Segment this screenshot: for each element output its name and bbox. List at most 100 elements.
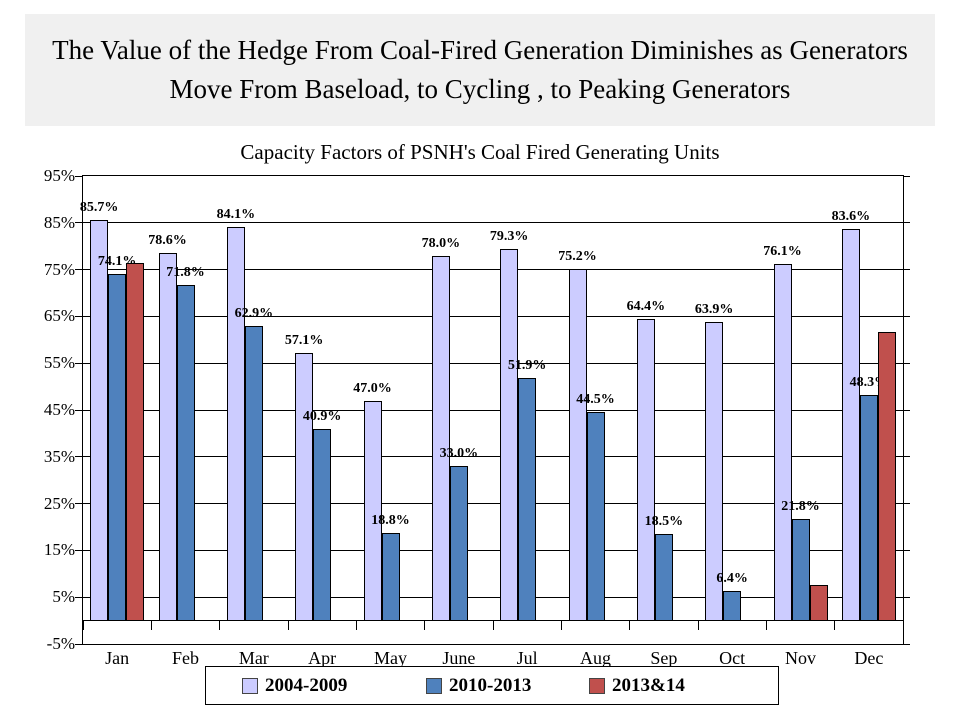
bar [226,227,245,621]
bar-value-label: 79.3% [489,229,529,245]
y-axis-tick [75,456,83,458]
y-axis-tick-label: 55% [43,353,75,373]
y-axis-right-tick [903,643,910,645]
legend-label-2010-2013: 2010-2013 [449,674,532,696]
bar-value-label: 75.2% [558,248,597,264]
bar-value-label: 57.1% [284,333,324,349]
x-axis-tick [150,620,152,630]
bar-value-label: 85.7% [79,199,119,215]
bar-value-label: 83.6% [831,209,871,225]
y-axis-right-tick [903,362,910,364]
bar [244,326,263,621]
y-axis-tick [75,549,83,551]
legend-label-2004-2009: 2004-2009 [265,674,348,696]
bar [809,584,828,621]
bar [568,268,587,621]
bar [791,518,810,621]
y-axis-tick [75,596,83,598]
legend-swatch-2010-2013 [426,677,442,694]
bar [586,412,605,621]
x-axis-tick [82,620,84,630]
x-axis-tick [560,620,562,630]
bar [90,219,109,621]
bar [295,353,314,621]
bar-value-label: 84.1% [216,207,256,222]
legend-swatch-2004-2009 [242,677,258,694]
bar-value-label: 33.0% [439,446,479,462]
legend-item-2004-2009: 2004-2009 [242,667,347,704]
x-axis-category-label: Sep [650,648,678,668]
gridline [83,596,903,598]
x-axis-tick [902,620,904,630]
bar-value-label: 47.0% [353,380,392,396]
bar [381,532,400,621]
y-axis-tick [75,222,83,224]
x-axis-category-label: Nov [784,648,816,668]
legend: 2004-2009 2010-2013 2013&14 [205,666,779,705]
x-axis-tick [492,620,494,630]
x-axis-category-label: Jul [516,648,538,668]
y-axis-tick [75,315,83,317]
bar-value-label: 64.4% [626,299,666,315]
x-axis-tick [834,620,836,630]
bar-value-label: 63.9% [694,301,734,317]
gridline [83,503,903,505]
bar [108,273,127,621]
y-axis-tick-label: 85% [43,212,75,232]
x-axis-category-label: Apr [308,648,337,668]
y-axis-tick-label: 25% [43,493,75,513]
y-axis-tick-label: 35% [43,446,75,466]
y-axis-right-tick [903,596,910,598]
x-axis-category-label: June [442,648,476,668]
bar-value-label: 51.9% [507,357,547,373]
bar [313,429,332,621]
y-axis-tick [75,362,83,364]
x-axis-category-label: Mar [238,648,269,668]
bar-value-label: 62.9% [234,306,274,322]
y-axis-tick [75,409,83,411]
bar [449,466,468,621]
y-axis-tick-label: -5% [46,634,75,653]
x-axis-tick [697,620,699,630]
bar [363,400,382,621]
y-axis-right-tick [903,549,910,551]
x-axis-category-label: Feb [171,648,199,668]
bar-value-label: 18.8% [371,512,410,528]
y-axis-right-tick [903,456,910,458]
slide-title: The Value of the Hedge From Coal-Fired G… [25,14,935,126]
y-axis-right-tick [903,222,910,224]
gridline [83,549,903,551]
x-axis-tick [629,620,631,630]
bar [654,534,673,621]
gridline [83,456,903,458]
gridline [83,362,903,364]
x-axis-category-label: Jan [105,648,130,668]
x-axis-tick [219,620,221,630]
bar [636,319,655,621]
y-axis-right-tick [903,315,910,317]
bar-value-label: 76.1% [763,244,802,260]
bar [705,321,724,621]
gridline [83,269,903,271]
plot-area: 95% 85% 75% 65% 55% 45% 35% 25% 15% 5% -5% Jan Feb Ma… [44,166,910,668]
legend-swatch-2013-14 [589,677,605,694]
slide-title-line1: The Value of the Hedge From Coal-Fired G… [52,34,908,65]
bar [431,255,450,621]
x-axis-tick [355,620,357,630]
bar [859,394,878,621]
gridline [83,315,903,317]
chart-title: Capacity Factors of PSNH's Coal Fired Ge… [240,140,720,164]
x-axis-category-label: May [373,648,407,668]
y-axis-tick-label: 95% [43,166,75,185]
bar-value-label: 40.9% [302,409,342,425]
x-axis-tick [765,620,767,630]
bar-value-label: 44.5% [576,392,615,408]
bar [126,262,145,621]
bar [158,252,177,621]
y-axis-tick [75,175,83,177]
bar [723,590,742,621]
bar [176,284,195,621]
legend-item-2013-14: 2013&14 [589,667,685,704]
x-axis-tick [424,620,426,630]
y-axis-right-tick [903,503,910,505]
